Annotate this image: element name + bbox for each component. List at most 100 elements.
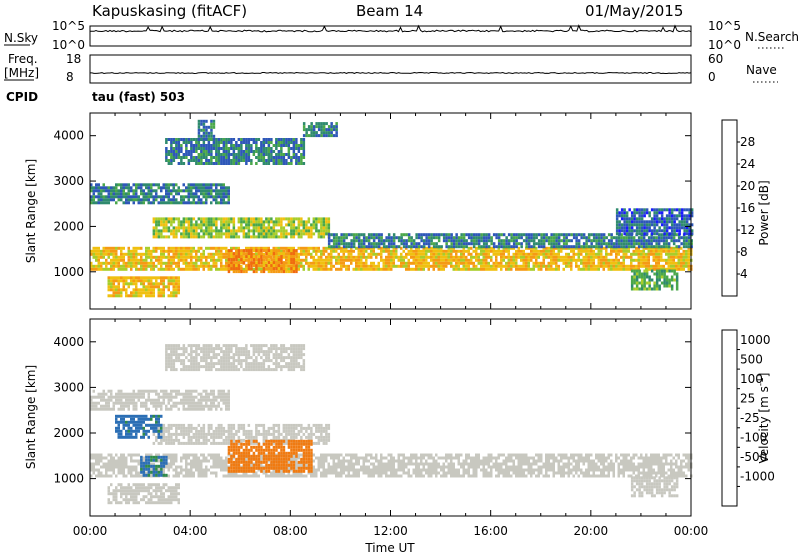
noise-right-tick-top: 10^5: [708, 19, 741, 33]
power-cell-r10-26: [623, 217, 626, 221]
power-cell-r1-125: [142, 201, 145, 205]
power-cell-r0-928: [445, 249, 448, 253]
velocity-cell-r0-62: [115, 462, 118, 466]
power-cell-r9-53: [653, 287, 656, 291]
power-cell-r8-258: [482, 245, 486, 249]
power-cell-r0-834: [412, 249, 415, 253]
power-cell-r2-383: [295, 141, 298, 144]
power-cell-r9-34: [643, 281, 646, 285]
power-cell-r0-865: [422, 252, 425, 256]
velocity-cell-r0-482: [292, 471, 295, 475]
power-cell-r2-196: [230, 141, 233, 144]
power-cell-r8-410: [577, 233, 581, 237]
velocity-cell-r0-369: [245, 474, 248, 478]
velocity-cell-r0-71: [120, 453, 123, 457]
power-cell-r6-35: [120, 291, 123, 295]
velocity-cell-r0-751: [402, 462, 405, 466]
velocity-cell-r0-223: [185, 462, 188, 466]
power-cell-r5-13: [157, 217, 161, 221]
power-cell-r0-647: [335, 255, 338, 259]
power-cell-r0-857: [420, 252, 423, 256]
power-cell-r0-951: [452, 264, 455, 268]
power-cell-r5-43: [170, 220, 173, 224]
power-cell-r5-40: [167, 229, 171, 233]
power-cell-r7-116: [270, 264, 273, 268]
power-cell-r8-392: [565, 236, 568, 240]
power-cell-r10-190: [678, 208, 681, 212]
power-cell-r0-1376: [615, 264, 618, 268]
velocity-cell-r0-61: [115, 459, 118, 463]
power-cell-r5-35: [165, 229, 168, 233]
power-cell-r10-207: [683, 217, 686, 221]
power-cell-r10-96: [645, 208, 649, 212]
freq-left-tick-bottom: 8: [66, 70, 74, 84]
power-cell-r9-75: [663, 281, 666, 285]
power-cell-r2-327: [275, 153, 278, 156]
velocity-cell-r0-41: [107, 453, 110, 457]
power-cell-r0-527: [287, 267, 290, 271]
power-cell-r0-23: [97, 261, 100, 265]
power-cell-r0-1358: [610, 249, 613, 253]
velocity-cell-r0-187: [167, 465, 170, 469]
power-cell-r5-116: [200, 229, 203, 233]
power-cell-r0-1364: [612, 246, 615, 250]
velocity-cell-r0-300: [217, 453, 220, 457]
power-cell-r0-152: [147, 249, 150, 253]
power-colorbar-label: Power [dB]: [757, 180, 771, 245]
power-cell-r0-1162: [532, 267, 535, 271]
power-cell-r0-609: [320, 258, 323, 262]
power-cell-r8-54: [357, 245, 361, 249]
power-cell-r5-39: [167, 226, 171, 230]
power-cell-r8-145: [415, 245, 418, 249]
power-cell-r0-1252: [570, 249, 573, 253]
power-cell-r0-1558: [682, 258, 685, 262]
power-cell-r0-728: [365, 267, 368, 271]
velocity-cell-r0-42: [107, 459, 110, 463]
power-cell-r0-971: [460, 267, 463, 271]
power-cell-r2-157: [217, 150, 221, 153]
power-cell-r1-104: [135, 186, 138, 190]
power-cell-r0-1386: [620, 249, 623, 253]
power-cell-r0-712: [360, 261, 363, 265]
power-cell-r7-108: [267, 261, 271, 265]
power-cell-r5-71: [182, 226, 186, 230]
power-cell-r8-396: [567, 233, 571, 237]
power-cell-r2-26: [172, 156, 176, 159]
power-cell-r2-55: [185, 138, 188, 141]
power-cell-r0-916: [440, 255, 443, 259]
velocity-cell-r0-584: [335, 468, 338, 472]
power-cell-r0-267: [190, 258, 193, 262]
power-cell-r0-976: [462, 258, 465, 262]
power-cell-r0-491: [277, 246, 280, 250]
power-cell-r0-1122: [517, 267, 520, 271]
power-cell-r0-1101: [510, 261, 513, 265]
power-cell-r10-118: [653, 217, 656, 221]
cpid-label: CPID: [6, 90, 38, 104]
power-cell-r6-139: [167, 279, 170, 283]
power-cell-r8-516: [640, 236, 643, 240]
power-cell-r1-302: [222, 195, 225, 199]
power-cell-r1-203: [180, 198, 183, 202]
power-cell-r1-300: [222, 189, 225, 193]
power-cell-r5-159: [217, 235, 221, 239]
power-cell-r2-229: [240, 150, 243, 153]
power-cell-r0-1: [90, 252, 93, 256]
power-cell-r8-592: [685, 245, 688, 249]
power-cell-r0-1398: [622, 267, 625, 271]
velocity-cell-r0-749: [402, 456, 405, 460]
power-cell-r8-433: [592, 233, 596, 237]
velocity-cell-r0-740: [397, 468, 400, 472]
power-cell-r8-285: [500, 245, 503, 249]
velocity-cell-r0-555: [322, 471, 325, 475]
power-cell-r2-351: [282, 153, 286, 156]
power-cell-r1-236: [195, 192, 198, 196]
power-cell-r10-59: [633, 220, 636, 224]
velocity-cell-r0-601: [342, 456, 345, 460]
power-cell-r0-723: [365, 249, 368, 253]
power-cell-r5-102: [195, 223, 198, 227]
velocity-cell-r0-273: [202, 474, 205, 478]
power-cell-r0-891: [432, 249, 435, 253]
power-cell-r0-1401: [625, 252, 628, 256]
power-cell-r0-885: [430, 249, 433, 253]
